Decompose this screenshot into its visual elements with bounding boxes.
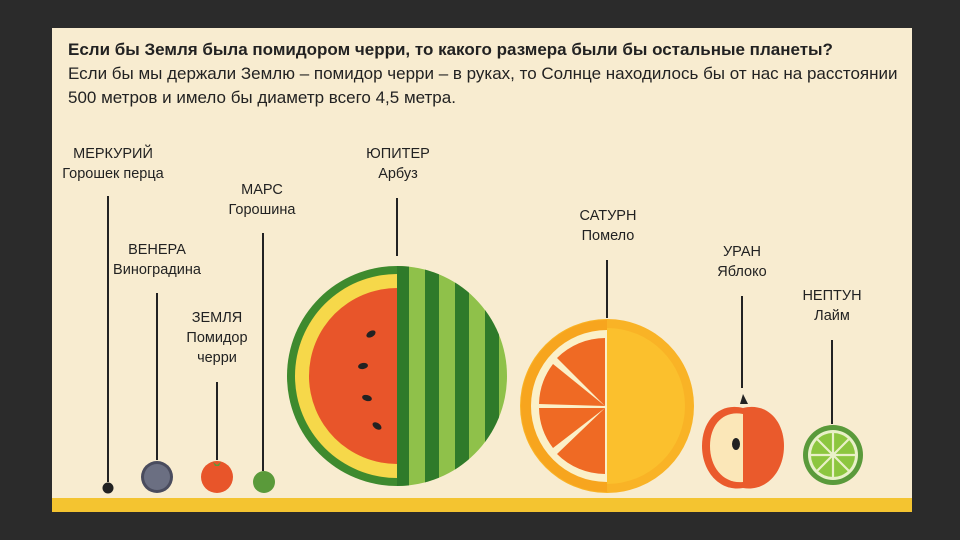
planet-name-saturn: САТУРН [579,208,637,224]
pointer-line-venus [156,293,158,460]
peppercorn-icon [102,482,114,494]
heading: Если бы Земля была помидором черри, то к… [68,38,898,110]
cherry-tomato-icon [201,461,233,493]
grape-icon [141,461,173,493]
label-mercury: МЕРКУРИЙ Горошек перца [58,144,168,184]
planet-name-venus: ВЕНЕРА [128,242,186,258]
fruit-name-saturn: Помело [581,228,635,244]
pointer-line-earth [216,382,218,460]
planet-name-uranus: УРАН [722,244,762,260]
pointer-line-jupiter [396,198,398,256]
planet-name-neptune: НЕПТУН [802,288,862,304]
fruit-name-uranus: Яблоко [717,264,767,280]
pointer-line-mercury [107,196,109,482]
pointer-line-mars [262,233,264,471]
planet-name-mercury: МЕРКУРИЙ [73,146,153,162]
planet-name-mars: МАРС [241,182,283,198]
fruit-name-jupiter: Арбуз [378,166,418,182]
label-venus: ВЕНЕРА Виноградина [107,240,207,280]
fruit-name-earth: Помидор черри [186,330,248,366]
ground-strip [52,498,912,512]
planet-name-earth: ЗЕМЛЯ [191,310,243,326]
infographic-slide: Если бы Земля была помидором черри, то к… [52,28,912,512]
fruit-name-venus: Виноградина [113,262,201,278]
label-earth: ЗЕМЛЯ Помидор черри [167,308,267,368]
pointer-line-saturn [606,260,608,318]
watermelon-icon [287,266,507,486]
pointer-line-neptune [831,340,833,424]
pomelo-icon [520,319,694,493]
fruit-name-mercury: Горошек перца [62,166,164,182]
label-uranus: УРАН Яблоко [692,242,792,282]
infographic-title: Если бы Земля была помидором черри, то к… [68,40,833,59]
pointer-line-uranus [741,296,743,388]
label-saturn: САТУРН Помело [558,206,658,246]
planet-name-jupiter: ЮПИТЕР [366,146,430,162]
label-neptune: НЕПТУН Лайм [782,286,882,326]
pea-icon [253,471,275,493]
fruit-name-mars: Горошина [228,202,296,218]
apple-icon [702,394,784,489]
fruit-name-neptune: Лайм [814,308,850,324]
label-mars: МАРС Горошина [212,180,312,220]
lime-icon [803,425,863,485]
infographic-subtitle: Если бы мы держали Землю – помидор черри… [68,64,898,107]
label-jupiter: ЮПИТЕР Арбуз [348,144,448,184]
